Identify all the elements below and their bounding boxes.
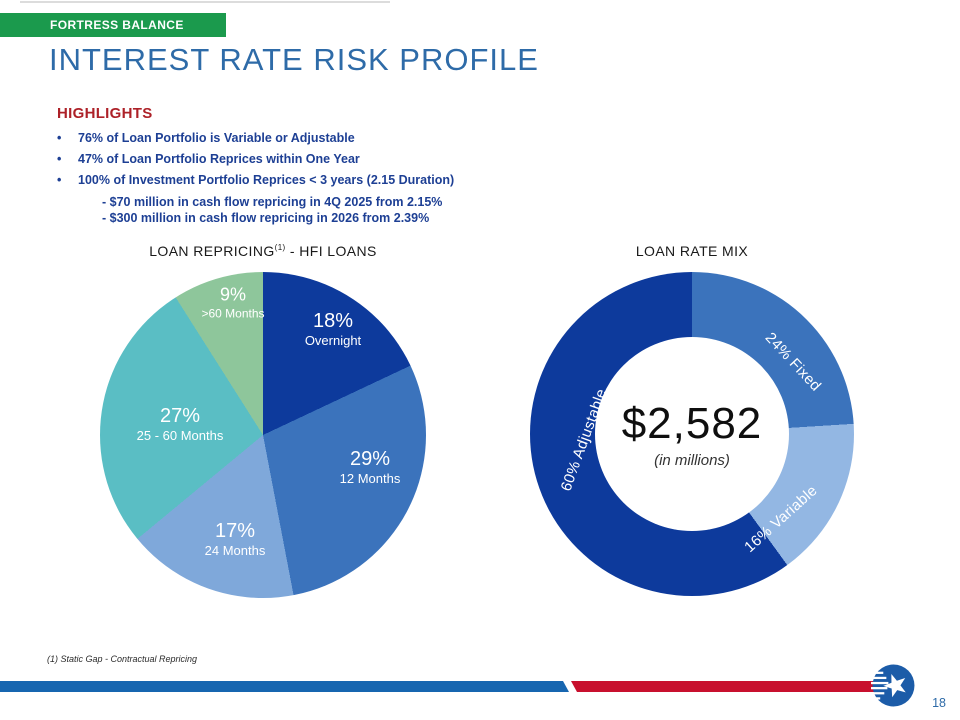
pie-label-category: 12 Months <box>339 470 401 486</box>
star-logo-icon <box>871 664 915 707</box>
pie-chart-title: LOAN REPRICING(1) - HFI LOANS <box>103 243 423 259</box>
footnote: (1) Static Gap - Contractual Repricing <box>47 654 198 664</box>
pie-label-pct: 18% <box>312 309 354 332</box>
bullet-item: 76% of Loan Portfolio is Variable or Adj… <box>57 131 517 145</box>
loan-rate-mix-donut: $2,582 (in millions) <box>530 272 854 596</box>
pie-label-category: >60 Months <box>201 306 265 321</box>
bullet-item: 47% of Loan Portfolio Reprices within On… <box>57 152 517 166</box>
bullet-item: 100% of Investment Portfolio Reprices < … <box>57 173 517 187</box>
footer-bar-red <box>571 681 875 692</box>
highlights-heading: HIGHLIGHTS <box>57 105 153 122</box>
pie-label-category: 24 Months <box>204 542 266 558</box>
loan-repricing-pie <box>100 272 426 598</box>
total-loans-caption: (in millions) <box>654 452 730 469</box>
bullet-text: 100% of Investment Portfolio Reprices < … <box>78 173 455 187</box>
pie-label-gt-60-months: 9% >60 Months <box>201 284 265 321</box>
pie-label-25-60-months: 27% 25 - 60 Months <box>137 405 224 443</box>
bullet-text: 47% of Loan Portfolio Reprices within On… <box>78 152 360 166</box>
bullet-text: 76% of Loan Portfolio is Variable or Adj… <box>78 131 355 145</box>
sub-bullet: - $300 million in cash flow repricing in… <box>102 211 430 225</box>
bullet-icon <box>57 131 78 145</box>
pie-title-main: LOAN REPRICING <box>149 243 275 259</box>
pie-label-pct: 27% <box>159 404 201 427</box>
bullet-icon <box>57 173 78 187</box>
page-number: 18 <box>932 696 946 710</box>
pie-label-pct: 17% <box>214 519 256 542</box>
top-divider <box>20 1 390 3</box>
pie-label-category: Overnight <box>304 332 362 348</box>
pie-label-24-months: 17% 24 Months <box>205 520 266 558</box>
page-title: INTEREST RATE RISK PROFILE <box>49 42 539 77</box>
donut-center: $2,582 (in millions) <box>595 337 789 531</box>
footer-bar-blue <box>0 681 569 692</box>
pie-label-category: 25 - 60 Months <box>136 427 224 443</box>
pie-label-pct: 29% <box>349 447 391 470</box>
bullet-icon <box>57 152 78 166</box>
sub-bullet: - $70 million in cash flow repricing in … <box>102 195 443 209</box>
donut-chart-title: LOAN RATE MIX <box>635 243 749 259</box>
pie-label-pct: 9% <box>219 284 247 305</box>
total-loans-value: $2,582 <box>621 399 763 448</box>
pie-title-footnote-ref: (1) <box>274 243 286 252</box>
highlights-list: 76% of Loan Portfolio is Variable or Adj… <box>57 131 517 226</box>
fortress-banner: FORTRESS BALANCE SHEET <box>0 13 226 56</box>
pie-label-overnight: 18% Overnight <box>305 310 361 348</box>
pie-label-12-months: 29% 12 Months <box>340 448 401 486</box>
banner-label: FORTRESS BALANCE SHEET <box>50 18 184 56</box>
pie-title-suffix: - HFI LOANS <box>289 243 377 259</box>
